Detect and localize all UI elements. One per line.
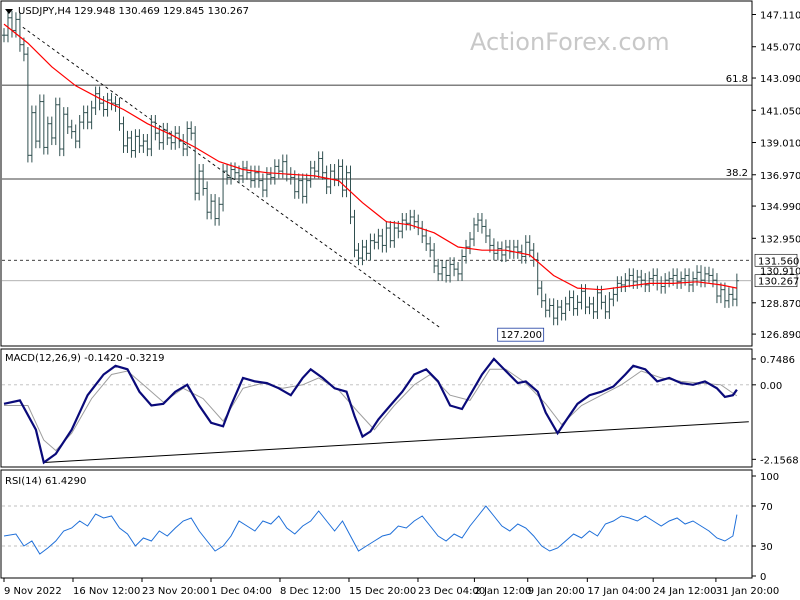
rsi-tick-label: 100 <box>760 472 779 483</box>
x-tick-label: 9 Jan 20:00 <box>528 586 585 597</box>
support-price-box <box>754 253 798 267</box>
rsi-panel-frame <box>0 469 753 579</box>
x-tick-label: 24 Jan 12:00 <box>653 586 716 597</box>
x-tick-label: 17 Jan 04:00 <box>587 586 650 597</box>
price-tick-label: 132.950 <box>760 234 800 245</box>
macd-line <box>3 357 738 465</box>
price-tick-label: 139.010 <box>760 139 800 150</box>
price-tick-label: 136.970 <box>760 171 800 182</box>
current-price-box <box>754 274 798 288</box>
x-axis: 9 Nov 2022 16 Nov 12:00 23 Nov 20:00 1 Dec … <box>3 578 779 597</box>
price-tick-label: 147.110 <box>760 10 800 21</box>
price-tick-label: 134.990 <box>760 202 800 213</box>
x-tick-label: 9 Nov 2022 <box>4 586 62 597</box>
x-tick-label: 8 Dec 12:00 <box>280 586 341 597</box>
macd-label: MACD(12,26,9) -0.1420 -0.3219 <box>5 353 165 364</box>
macd-tick-label: 0.7486 <box>760 355 795 366</box>
price-tick-label: 128.870 <box>760 299 800 310</box>
macd-panel-frame <box>0 348 753 468</box>
symbol-label: USDJPY,H4 <box>18 6 71 17</box>
moving-average-line <box>3 23 738 291</box>
x-tick-label: 15 Dec 20:00 <box>349 586 416 597</box>
price-tick-label: 126.890 <box>760 330 800 341</box>
x-tick-label: 31 Jan 20:00 <box>716 586 779 597</box>
watermark: ActionForex.com <box>470 28 670 56</box>
x-tick-label: 16 Nov 12:00 <box>73 586 140 597</box>
macd-tick-label: 0.00 <box>760 381 782 392</box>
fib-level-label: 38.2 <box>726 168 748 179</box>
price-panel-frame <box>0 0 753 347</box>
rsi-line <box>3 505 738 555</box>
price-tick-label: 130.910 <box>760 267 800 278</box>
macd-signal-line <box>4 368 738 452</box>
macd-tick-label: -2.1568 <box>760 455 799 466</box>
price-panel: 147.110 145.070 143.090 141.050 139.010 136.9… <box>2 10 800 342</box>
x-tick-label: 23 Dec 04:00 <box>418 586 485 597</box>
price-tick-label: 141.050 <box>760 106 800 117</box>
rsi-panel: 100 70 30 0 <box>2 472 779 583</box>
x-tick-label: 2 Jan 12:00 <box>474 586 531 597</box>
ohlc-values: 129.948 130.469 129.845 130.267 <box>74 6 249 17</box>
rsi-tick-label: 70 <box>760 502 773 513</box>
low-marker-label: 127.200 <box>501 330 542 341</box>
support-price-label: 131.560 <box>758 256 799 267</box>
rsi-tick-label: 0 <box>760 572 766 583</box>
low-marker-box <box>497 327 545 342</box>
x-tick-label: 1 Dec 04:00 <box>211 586 272 597</box>
rsi-tick-label: 30 <box>760 542 773 553</box>
price-tick-label: 143.090 <box>760 74 800 85</box>
price-tick-label: 145.070 <box>760 43 800 54</box>
fib-level-label: 61.8 <box>726 74 748 85</box>
price-trendline <box>22 26 441 328</box>
rsi-label: RSI(14) 61.4290 <box>5 476 86 487</box>
current-price-label: 130.267 <box>758 277 799 288</box>
chevron-down-icon[interactable] <box>5 9 13 14</box>
x-tick-label: 23 Nov 20:00 <box>142 586 209 597</box>
macd-panel: 0.7486 0.00 -2.1568 <box>2 355 799 466</box>
macd-trendline <box>43 421 749 464</box>
